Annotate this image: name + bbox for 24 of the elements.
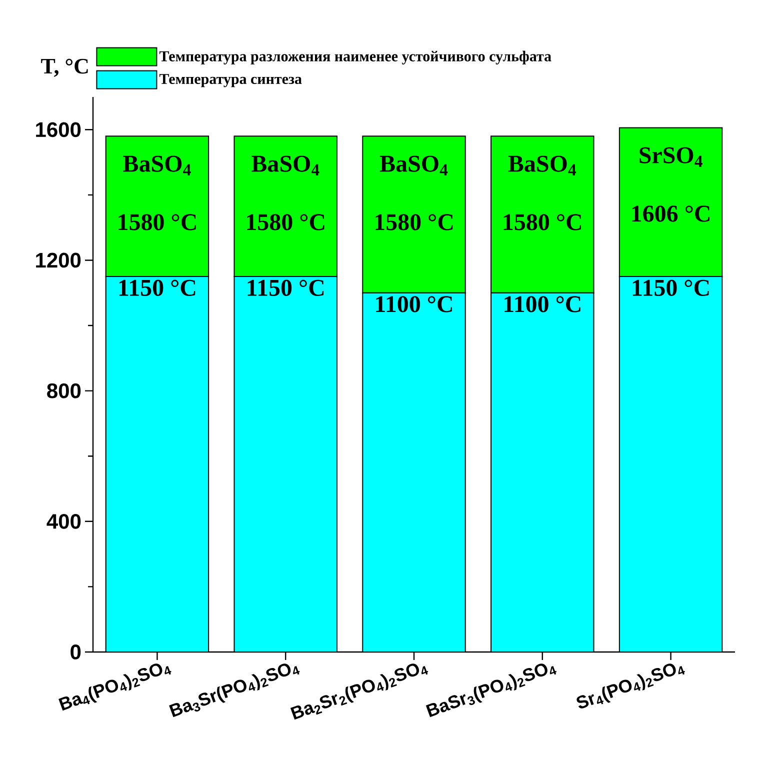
y-tick-label: 400: [46, 514, 81, 529]
y-tick-label: 1600: [36, 122, 81, 138]
annotation: BaSO$_{4}$: [380, 156, 448, 176]
legend-label: Температура синтеза: [159, 74, 302, 88]
total-label: 1580 °C: [375, 214, 453, 230]
data-label: 1100 °C: [504, 296, 580, 312]
data-label: 1150 °C: [632, 280, 709, 296]
total-label: 1580 °C: [504, 214, 582, 230]
legend-label: Температура разложения наименее устойчивого сульфата: [159, 50, 552, 64]
x-tick-label: Sr$_{4}$(PO$_{4}$)$_{2}$SO$_{4}$: [576, 664, 685, 708]
y-tick-label: 0: [70, 644, 81, 660]
y-axis-title: T, °C: [41, 58, 88, 77]
y-tick-label: 1200: [36, 252, 81, 268]
annotation: SrSO$_{4}$: [640, 147, 702, 167]
annotation: BaSO$_{4}$: [123, 156, 191, 176]
annotation: BaSO$_{4}$: [252, 156, 320, 176]
total-label: 1606 °C: [632, 206, 710, 222]
data-label: 1150 °C: [119, 280, 196, 296]
data-label: 1150 °C: [248, 280, 324, 296]
data-label: 1100 °C: [376, 296, 452, 312]
total-label: 1580 °C: [247, 214, 324, 230]
total-label: 1580 °C: [118, 214, 196, 230]
y-tick-label: 800: [47, 383, 81, 398]
annotation: BaSO$_{4}$: [508, 156, 576, 176]
